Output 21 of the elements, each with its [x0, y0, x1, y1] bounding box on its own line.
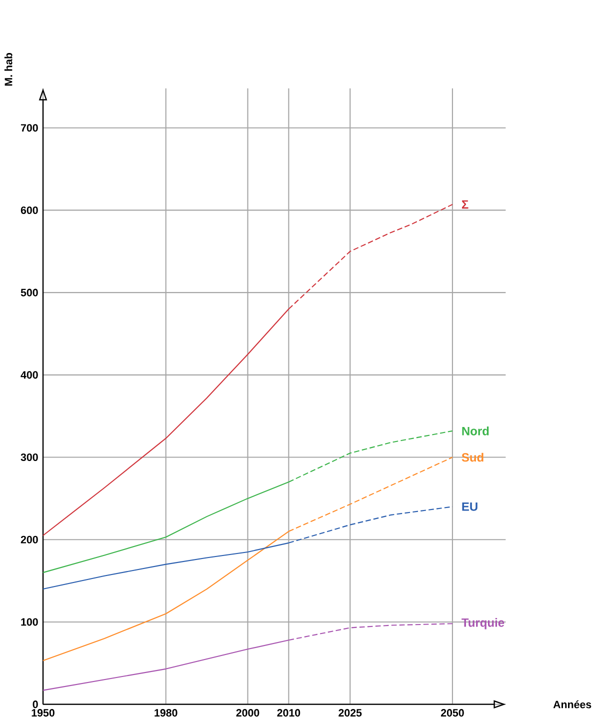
x-tick-label: 2025 [338, 709, 362, 717]
series-label: EU [462, 502, 478, 511]
x-tick-label: 2050 [440, 709, 464, 717]
y-tick-label: 200 [20, 536, 38, 544]
y-tick-label: 400 [20, 371, 38, 379]
y-tick-label: 600 [20, 206, 38, 214]
y-axis-title: M. hab [4, 52, 12, 86]
x-tick-label: 2000 [236, 709, 260, 717]
series-label: Nord [462, 426, 489, 436]
y-tick-label: 300 [20, 453, 38, 462]
x-tick-label: 2010 [277, 709, 300, 717]
series-label: Sud [462, 452, 484, 462]
y-tick-label: 0 [32, 700, 38, 708]
series-label: Σ [462, 200, 468, 209]
y-tick-label: 100 [21, 618, 38, 626]
y-tick-label: 700 [20, 124, 38, 132]
x-axis-title: Années [553, 700, 592, 708]
series-label: Turquie [462, 618, 504, 630]
y-tick-label: 500 [20, 288, 38, 296]
x-tick-label: 1980 [154, 709, 178, 717]
x-tick-label: 1950 [32, 709, 54, 717]
